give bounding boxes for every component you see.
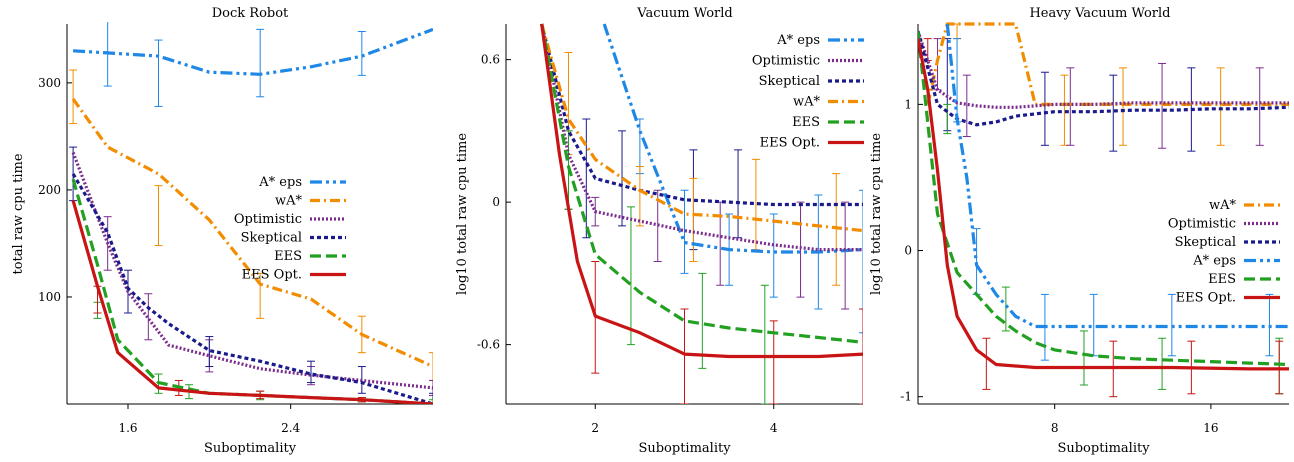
x-tick-label: 16 [1203, 421, 1218, 435]
y-tick-label: -1 [900, 390, 912, 404]
y-tick-label: 0 [492, 195, 500, 209]
y-tick-label: 200 [38, 183, 61, 197]
series-line [945, 23, 1289, 329]
y-tick-label: 100 [38, 290, 61, 304]
legend-label: A* eps [776, 33, 820, 48]
series-line [540, 23, 863, 344]
y-axis-title: log10 total raw cpu time [455, 133, 470, 295]
series-line [71, 97, 433, 368]
legend: A* eps Optimistic Skeptical wA* EES EES Opt. [752, 33, 864, 151]
legend-label: EES Opt. [242, 268, 302, 283]
legend: A* eps wA* Optimistic Skeptical EES EES Opt. [234, 175, 346, 283]
x-axis-title: Suboptimality [638, 441, 731, 456]
series-line [918, 30, 1289, 109]
series-line [540, 23, 863, 233]
legend-label: EES [1208, 272, 1236, 287]
plot-area [540, 23, 863, 404]
x-tick-label: 1.6 [118, 421, 137, 435]
x-axis-title: Suboptimality [1057, 441, 1150, 456]
x-axis-title: Suboptimality [204, 441, 297, 456]
plot-area [69, 22, 433, 404]
series-line [73, 27, 433, 76]
chart-title: Vacuum World [636, 6, 732, 21]
legend-label: Optimistic [234, 212, 302, 227]
series-line [918, 31, 1289, 367]
legend: wA* Optimistic Skeptical A* eps EES EES Opt. [1168, 198, 1280, 306]
x-tick-label: 4 [770, 421, 778, 435]
legend-label: wA* [1209, 198, 1237, 213]
legend-label: A* eps [1192, 254, 1236, 269]
series-line [71, 173, 433, 404]
y-axis-title: log10 total raw cpu time [869, 133, 884, 295]
series-line [918, 30, 1289, 127]
legend-label: wA* [275, 194, 303, 209]
legend-label: Skeptical [1175, 235, 1236, 250]
series-line [918, 38, 1289, 371]
legend-label: EES Opt. [1176, 291, 1236, 306]
legend-label: A* eps [258, 175, 302, 190]
series-line [602, 23, 863, 254]
legend-label: EES [274, 249, 302, 264]
series-line [71, 200, 433, 404]
legend-label: Skeptical [241, 231, 302, 246]
y-tick-label: 1 [904, 97, 912, 111]
chart-panel-1: 0.6 0 -0.6 2 4 Vacuum World Suboptimality log10… [455, 6, 864, 456]
legend-label: EES Opt. [760, 136, 820, 151]
series-line [540, 23, 863, 359]
y-tick-label: -0.6 [477, 338, 500, 352]
y-tick-label: 300 [38, 76, 61, 90]
chart-title: Dock Robot [212, 6, 289, 21]
plot-area [918, 22, 1289, 398]
series-line [926, 22, 1289, 107]
chart-panel-0: 100 200 300 1.6 2.4 Dock Robot Suboptimality to… [11, 6, 433, 456]
x-tick-label: 8 [1051, 421, 1059, 435]
legend-label: Skeptical [759, 74, 820, 89]
y-tick-label: 0 [904, 244, 912, 258]
legend-label: EES [792, 115, 820, 130]
y-tick-label: 0.6 [481, 53, 500, 67]
chart-title: Heavy Vacuum World [1029, 6, 1170, 21]
x-tick-label: 2 [591, 421, 599, 435]
chart-panel-2: 1 0 -1 8 16 Heavy Vacuum World Suboptimality lo… [869, 6, 1289, 456]
series-line [540, 23, 863, 207]
x-tick-label: 2.4 [281, 421, 300, 435]
legend-label: Optimistic [1168, 217, 1236, 232]
legend-label: Optimistic [752, 54, 820, 69]
y-axis-title: total raw cpu time [11, 153, 26, 274]
legend-label: wA* [793, 95, 821, 110]
